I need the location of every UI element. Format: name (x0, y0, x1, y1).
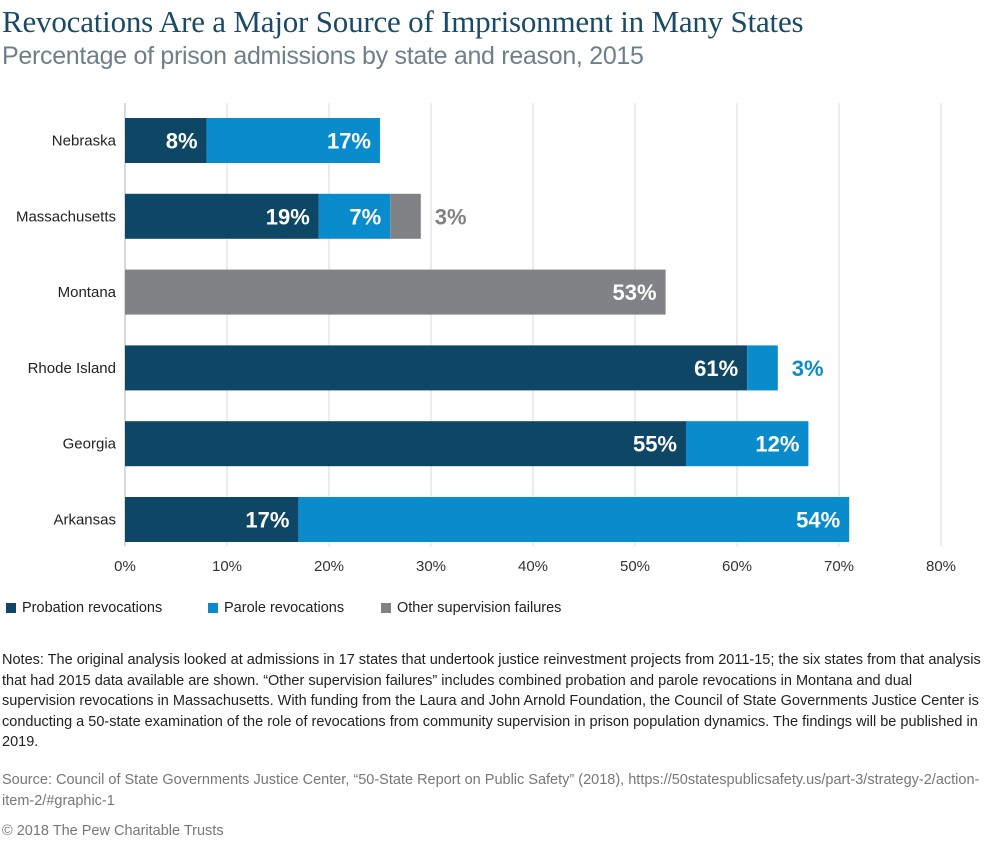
data-label: 17% (327, 129, 371, 154)
x-tick-label: 70% (824, 558, 854, 575)
chart-subtitle: Percentage of prison admissions by state… (2, 42, 644, 70)
category-label: Massachusetts (16, 208, 116, 225)
bar-segment (747, 345, 778, 391)
category-label: Montana (58, 284, 117, 301)
x-tick-label: 20% (314, 558, 344, 575)
bar-segment (206, 118, 380, 163)
bar-segment (125, 118, 207, 163)
bar-segment (125, 421, 686, 467)
x-tick-label: 80% (926, 558, 956, 575)
legend-label-parole: Parole revocations (224, 600, 345, 616)
data-label: 8% (166, 129, 198, 154)
bar-segment (125, 497, 299, 542)
data-label: 7% (349, 204, 381, 229)
x-tick-label: 60% (722, 558, 752, 575)
legend-item-other: Other supervision failures (381, 600, 561, 616)
data-label: 55% (633, 432, 677, 457)
legend-swatch-other (381, 603, 391, 613)
legend-swatch-parole (208, 603, 218, 613)
x-tick-label: 40% (518, 558, 548, 575)
data-label: 12% (755, 432, 799, 457)
bar-segment (318, 193, 391, 239)
data-label: 61% (694, 356, 738, 381)
bar-segment (125, 345, 748, 391)
legend-swatch-probation (6, 603, 16, 613)
copyright: © 2018 The Pew Charitable Trusts (2, 823, 224, 839)
data-label: 17% (245, 508, 289, 533)
data-label: 53% (613, 280, 657, 305)
legend-item-probation: Probation revocations (6, 600, 162, 616)
bar-segment (125, 269, 666, 315)
data-label: 54% (796, 508, 840, 533)
notes: Notes: The original analysis looked at a… (2, 652, 981, 750)
x-tick-label: 10% (212, 558, 242, 575)
category-label: Rhode Island (28, 360, 116, 377)
bar-segment (298, 497, 850, 542)
stacked-bar-chart: 0% 10% 20% 30% 40% 50% 60% 70% 80% Nebraska 8% 17% M… (16, 103, 956, 575)
bar-segment (686, 421, 809, 467)
x-tick-label: 50% (620, 558, 650, 575)
data-label: 3% (792, 356, 824, 381)
category-label: Arkansas (53, 512, 116, 529)
x-tick-label: 0% (114, 558, 136, 575)
legend-label-other: Other supervision failures (397, 600, 562, 616)
legend-item-parole: Parole revocations (208, 600, 344, 616)
data-label: 19% (266, 204, 310, 229)
chart-title: Revocations Are a Major Source of Impris… (2, 4, 804, 39)
bar-segment (390, 193, 421, 239)
source: Source: Council of State Governments Jus… (2, 772, 980, 809)
bar-segment (125, 193, 319, 239)
legend-label-probation: Probation revocations (22, 600, 163, 616)
data-label: 3% (435, 204, 467, 229)
category-label: Georgia (63, 436, 117, 453)
x-tick-label: 30% (416, 558, 446, 575)
category-label: Nebraska (52, 133, 117, 150)
